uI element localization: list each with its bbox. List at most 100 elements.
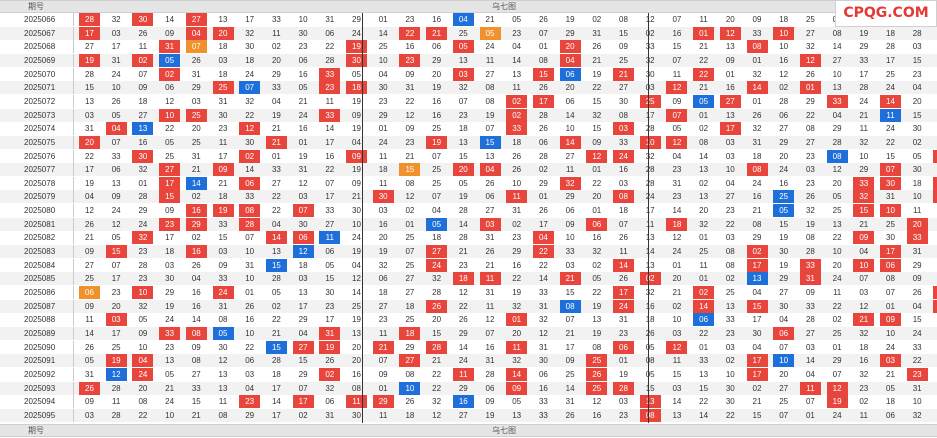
number-cell: 28: [912, 28, 922, 38]
number-cell: 23: [111, 288, 121, 297]
number-cell: 29: [752, 233, 762, 243]
number-cell: 07: [886, 288, 895, 297]
number-cell: 06: [298, 55, 308, 65]
number-cell: 04: [85, 192, 94, 202]
number-cell: 23: [805, 178, 815, 188]
hit-number: 10: [132, 286, 154, 299]
number-cell: 02: [752, 383, 762, 393]
hit-number: 14: [185, 176, 207, 190]
number-cell: 27: [458, 410, 468, 420]
draw-row: 2025083 09 15 23 18 16 03 10 13 12 06 19 19 07 27 21 26 2…: [0, 245, 937, 259]
hit-number: 02: [159, 67, 181, 81]
hit-number: 20: [452, 163, 474, 177]
number-cell: 09: [805, 288, 815, 297]
number-cell: 04: [245, 383, 255, 393]
number-cell: 04: [933, 395, 937, 408]
number-cell: 10: [859, 151, 869, 161]
period-number: 2025091: [0, 354, 74, 368]
number-cell: 28: [779, 96, 789, 106]
number-cell: 15: [592, 96, 602, 106]
site-logo[interactable]: CPQG.COM: [835, 0, 937, 27]
hit-number: 20: [559, 40, 581, 54]
period-number: 2025093: [0, 381, 74, 395]
number-cell: 13: [725, 42, 735, 52]
number-cell: 31: [592, 28, 602, 38]
hit-number: 15: [265, 258, 287, 272]
number-cell: 26: [191, 55, 201, 65]
hit-number: 14: [265, 231, 287, 245]
number-cell: 25: [165, 151, 175, 161]
number-cell: 26: [805, 69, 815, 79]
number-cell: 30: [378, 83, 388, 93]
number-cell: 16: [485, 342, 495, 352]
hit-number: 21: [372, 340, 394, 354]
number-cell: 21: [165, 383, 175, 393]
number-cell: 06: [378, 274, 388, 284]
hit-number: 30: [880, 176, 901, 190]
number-cell: 25: [111, 342, 121, 352]
number-cell: 01: [933, 109, 937, 122]
number-cell: 21: [699, 42, 709, 52]
number-cell: 26: [619, 274, 628, 284]
number-cell: 04: [352, 260, 361, 270]
number-cell: 14: [458, 219, 468, 229]
hit-number: 06: [693, 313, 715, 327]
number-cell: 03: [191, 96, 201, 106]
number-cell: 30: [645, 69, 655, 79]
number-cell: 19: [485, 410, 495, 420]
hit-number: 14: [559, 135, 581, 149]
hit-number: 02: [746, 245, 768, 259]
number-cell: 15: [779, 219, 789, 229]
number-cell: 16: [405, 42, 415, 52]
number-cell: 26: [85, 219, 94, 229]
number-cell: 16: [432, 96, 442, 106]
draw-row: 2025087 09 20 32 19 16 31 26 02 17 23 25 27 18 26 22 11 3…: [0, 299, 937, 313]
draw-row: 2025069 19 31 02 05 26 03 18 20 06 28 30 10 23 29 13 11 1…: [0, 53, 937, 67]
number-cell: 12: [933, 40, 937, 53]
number-cell: 14: [191, 315, 201, 325]
number-cell: 24: [352, 233, 361, 243]
number-cell: 05: [85, 356, 94, 366]
number-cell: 12: [111, 219, 121, 229]
hit-number: 23: [399, 53, 421, 67]
hit-number: 19: [212, 204, 234, 218]
number-cell: 01: [138, 178, 148, 188]
number-cell: 15: [565, 288, 575, 297]
number-cell: 22: [271, 206, 281, 216]
number-cell: 22: [886, 137, 895, 147]
number-cell: 33: [111, 151, 121, 161]
number-cell: 25: [432, 178, 442, 188]
number-cell: 20: [352, 342, 361, 352]
number-cell: 19: [779, 233, 789, 243]
number-cell: 06: [565, 96, 575, 106]
number-cell: 09: [378, 369, 388, 379]
number-cell: 26: [538, 15, 548, 24]
number-cell: 09: [592, 137, 602, 147]
hit-number: 02: [639, 272, 661, 286]
hit-number: 05: [212, 326, 234, 340]
number-cell: 29: [912, 260, 922, 270]
number-cell: 33: [699, 356, 709, 366]
number-cell: 07: [245, 233, 255, 243]
number-cell: 09: [85, 301, 94, 311]
number-cell: 22: [271, 315, 281, 325]
number-cell: 31: [218, 96, 228, 106]
number-cell: 22: [699, 55, 709, 65]
hit-number: 24: [212, 286, 234, 299]
number-cell: 29: [191, 83, 201, 93]
period-number: 2025077: [0, 163, 74, 177]
number-cell: 25: [805, 15, 815, 24]
hit-number: 15: [532, 67, 554, 81]
number-cell: 21: [191, 165, 201, 175]
hit-number: 12: [666, 135, 688, 149]
number-cell: 12: [832, 165, 842, 175]
number-cell: 01: [699, 342, 709, 352]
number-cell: 17: [886, 55, 895, 65]
number-cell: 13: [218, 383, 228, 393]
hit-number: 11: [880, 108, 901, 122]
number-cell: 11: [699, 15, 708, 24]
number-cell: 03: [672, 328, 682, 338]
number-cell: 01: [245, 288, 255, 297]
number-cell: 02: [592, 260, 602, 270]
number-cell: 17: [218, 151, 228, 161]
